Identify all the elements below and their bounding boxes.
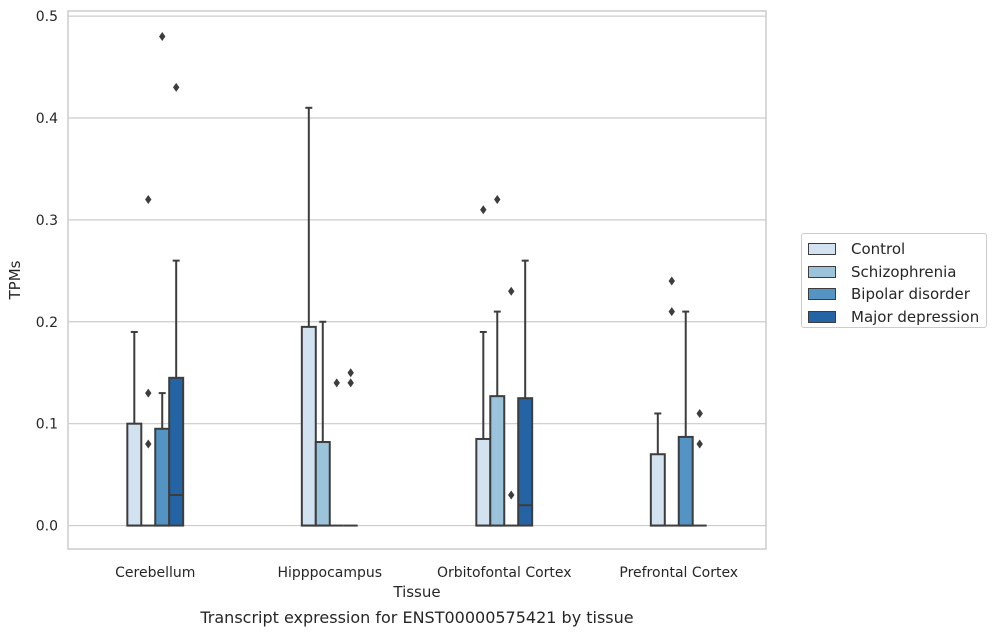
x-tick-label: Orbitofontal Cortex xyxy=(437,565,572,581)
legend-swatch xyxy=(808,288,836,301)
y-axis-label: TPMs xyxy=(6,260,24,300)
box xyxy=(649,453,666,527)
outlier-point xyxy=(696,439,703,449)
legend-label: Bipolar disorder xyxy=(851,285,970,304)
box xyxy=(154,427,171,527)
outlier-point xyxy=(668,276,675,286)
box-group xyxy=(692,408,707,527)
box-group xyxy=(300,106,317,527)
legend-swatch xyxy=(808,310,836,323)
y-tick-label: 0.3 xyxy=(36,213,58,229)
box-group xyxy=(126,330,143,527)
y-tick-label: 0.1 xyxy=(36,417,58,433)
y-tick-label: 0.5 xyxy=(36,9,58,25)
box-marks xyxy=(126,31,707,527)
box xyxy=(126,422,143,527)
outlier-point xyxy=(668,307,675,317)
outlier-point xyxy=(347,368,354,378)
box-group xyxy=(343,368,358,527)
legend-item: Bipolar disorder xyxy=(808,283,986,306)
legend-label: Major depression xyxy=(851,307,980,326)
outlier-point xyxy=(145,388,152,398)
box-group xyxy=(649,412,666,527)
box-group xyxy=(517,259,534,527)
x-tick-label: Prefrontal Cortex xyxy=(619,565,738,581)
box-group xyxy=(329,378,344,527)
legend-item: Schizophrenia xyxy=(808,261,986,284)
y-tick-label: 0.0 xyxy=(36,519,58,535)
legend-swatch xyxy=(808,243,836,256)
plot-area-frame xyxy=(67,10,767,550)
legend-label: Control xyxy=(851,240,906,259)
x-axis-label: Tissue xyxy=(392,583,440,601)
box-group xyxy=(504,286,519,527)
box-group xyxy=(314,320,331,527)
y-tick-label: 0.4 xyxy=(36,111,58,127)
outlier-point xyxy=(145,195,152,205)
legend-item: Major depression xyxy=(808,306,986,329)
outlier-point xyxy=(508,286,515,296)
outlier-point xyxy=(347,378,354,388)
box xyxy=(300,325,317,527)
x-axis-ticks: Cerebellum Hipppocampus Orbitofontal Corte… xyxy=(115,565,738,581)
box xyxy=(517,397,534,527)
outlier-point xyxy=(696,408,703,418)
box-group xyxy=(664,276,679,527)
box-group xyxy=(154,31,171,527)
outlier-point xyxy=(494,195,501,205)
box xyxy=(314,441,331,527)
y-tick-label: 0.2 xyxy=(36,315,58,331)
box xyxy=(168,376,185,527)
box xyxy=(677,435,694,527)
outlier-point xyxy=(333,378,340,388)
x-tick-label: Cerebellum xyxy=(115,565,195,581)
box-group xyxy=(677,310,694,527)
y-axis-ticks: 0.0 0.1 0.2 0.3 0.4 0.5 xyxy=(36,9,58,534)
outlier-point xyxy=(480,205,487,215)
outlier-point xyxy=(508,490,515,500)
box-group xyxy=(489,195,506,527)
outlier-point xyxy=(145,439,152,449)
x-tick-label: Hipppocampus xyxy=(277,565,382,581)
outlier-point xyxy=(172,82,180,92)
legend-label: Schizophrenia xyxy=(851,262,957,281)
chart-caption: Transcript expression for ENST0000057542… xyxy=(199,608,633,627)
legend-item: Control xyxy=(808,238,986,261)
plot-area-background xyxy=(68,11,766,549)
grid-lines xyxy=(68,15,766,527)
box xyxy=(475,437,492,527)
box-group xyxy=(168,82,185,527)
box-group xyxy=(141,195,156,527)
box xyxy=(489,395,506,527)
outlier-point xyxy=(159,31,166,41)
legend-swatch xyxy=(808,265,836,278)
legend: Control Schizophrenia Bipolar disorder Majo… xyxy=(801,233,987,328)
